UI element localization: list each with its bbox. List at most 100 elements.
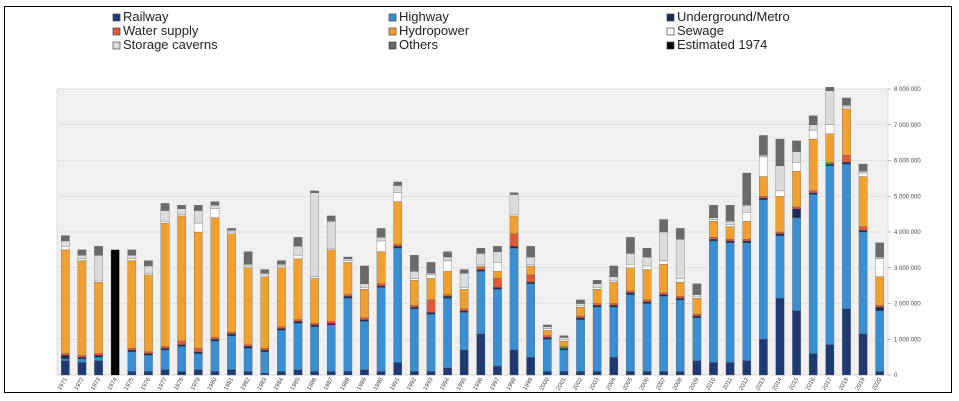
x-tick-label: 1979 [190, 376, 202, 391]
bar-segment-storage-caverns [94, 255, 103, 281]
bar-segment-railway [94, 360, 103, 376]
bar-segment-sewage [410, 278, 419, 281]
bar-segment-highway [775, 235, 785, 299]
bar-segment-water-supply [659, 292, 668, 295]
bar-segment-water-supply [459, 308, 469, 311]
bar-segment-underground-metro [858, 230, 868, 233]
bar-segment-underground-metro [310, 324, 319, 327]
bar-segment-underground-metro [692, 315, 702, 318]
bar-segment-railway [243, 371, 253, 376]
bar-segment-hydropower [476, 265, 486, 268]
bar-segment-underground-metro [476, 269, 486, 272]
x-tick-label: 2005 [622, 376, 634, 391]
bar-segment-railway [177, 371, 186, 376]
bar-segment-railway [592, 371, 602, 376]
bar-segment-sewage [61, 246, 70, 251]
bar-segment-highway [94, 356, 103, 361]
bar-segment-hydropower [443, 271, 452, 295]
bar-segment-highway [825, 165, 835, 345]
bar-segment-underground-metro [94, 355, 103, 358]
bar-segment-hydropower [692, 297, 702, 315]
bar-segment-hydropower [360, 289, 369, 318]
bar-segment-water-supply [443, 294, 452, 297]
bar-segment-hydropower [659, 264, 668, 293]
bar-segment-railway [576, 371, 585, 376]
bar-segment-water-supply [792, 206, 801, 209]
bar-segment-storage-caverns [709, 217, 718, 220]
bar-segment-water-supply [360, 317, 369, 320]
legend-label: Hydropower [399, 23, 470, 38]
bar-segment-storage-caverns [410, 271, 419, 279]
bar-segment-others [775, 138, 785, 167]
bar-segment-hydropower [576, 306, 585, 317]
bar-segment-highway [177, 346, 186, 372]
bar-segment-underground-metro [193, 351, 203, 354]
x-tick-label: 1978 [174, 376, 186, 391]
bar-segment-water-supply [144, 351, 153, 354]
bar-segment-hydropower [808, 138, 818, 192]
bar-segment-water-supply [177, 340, 186, 345]
x-tick-label: 1995 [456, 376, 468, 391]
bar-segment-storage-caverns [360, 283, 369, 288]
x-tick-label: 1990 [373, 376, 385, 391]
bar-segment-storage-caverns [193, 210, 203, 224]
legend-swatch [112, 41, 121, 50]
bar-segment-sewage [243, 265, 253, 268]
y-tick-label: 4 000 000 [894, 230, 921, 236]
bar-segment-hydropower [725, 226, 735, 240]
bar-segment-water-supply [243, 344, 253, 347]
bar-segment-underground-metro [609, 305, 619, 308]
bar-segment-others [875, 242, 884, 258]
bar-segment-sewage [709, 219, 718, 222]
bar-segment-storage-caverns [127, 255, 137, 259]
bar-segment-railway [193, 369, 203, 376]
bar-segment-water-supply [808, 190, 818, 193]
bar-segment-water-supply [858, 226, 868, 231]
bar-segment-sewage [343, 260, 353, 263]
x-tick-label: 1982 [240, 376, 252, 391]
bar-segment-hydropower [277, 267, 286, 327]
bar-segment-hydropower [742, 221, 752, 240]
bar-segment-water-supply [227, 331, 236, 335]
bar-segment-water-supply [642, 299, 652, 302]
bar-segment-others [592, 280, 602, 284]
bar-segment-highway [692, 317, 702, 361]
chart: 0 1 000 000 2 000 000 3 000 000 4 000 000 5 0… [56, 9, 921, 392]
bar-segment-storage-caverns [177, 208, 186, 215]
bar-segment-railway [792, 310, 801, 376]
legend-swatch [388, 41, 397, 50]
bar-segment-others [443, 251, 452, 258]
bar-segment-railway [626, 371, 635, 376]
bar-segment-storage-caverns [642, 256, 652, 267]
bar-segment-highway [61, 358, 70, 361]
bar-segment-hydropower [842, 108, 851, 156]
bar-segment-underground-metro [393, 246, 403, 249]
x-tick-label: 1983 [257, 376, 269, 391]
bar-segment-underground-metro [443, 296, 452, 299]
x-tick-label: 2000 [539, 376, 551, 391]
bar-segment-highway [260, 351, 270, 374]
bar-segment-railway [426, 371, 436, 376]
bar-segment-underground-metro [243, 346, 253, 349]
bar-segment-underground-metro [144, 353, 153, 356]
bar-segment-highway [476, 271, 486, 335]
bar-segment-highway [559, 349, 569, 372]
bar-segment-others [77, 249, 87, 256]
bar-segment-water-supply [725, 238, 735, 242]
bar-segment-railway [659, 371, 668, 376]
y-tick-label: 1 000 000 [894, 337, 921, 343]
bar-segment-water-supply [94, 353, 103, 356]
bar-segment-others [393, 181, 403, 186]
x-tick-label: 2010 [705, 376, 717, 391]
bar-segment-sewage [742, 212, 752, 222]
bar-segment-railway [609, 356, 619, 376]
bar-segment-water-supply [709, 237, 718, 240]
bar-segment-others [576, 299, 585, 304]
bar-segment-underground-metro [127, 349, 137, 352]
bar-segment-storage-caverns [310, 192, 319, 277]
bar-segment-hydropower [127, 260, 137, 349]
bar-segment-underground-metro [459, 310, 469, 313]
bar-segment-others [692, 283, 702, 295]
bar-segment-hydropower [526, 265, 535, 276]
bar-segment-others [360, 265, 369, 284]
